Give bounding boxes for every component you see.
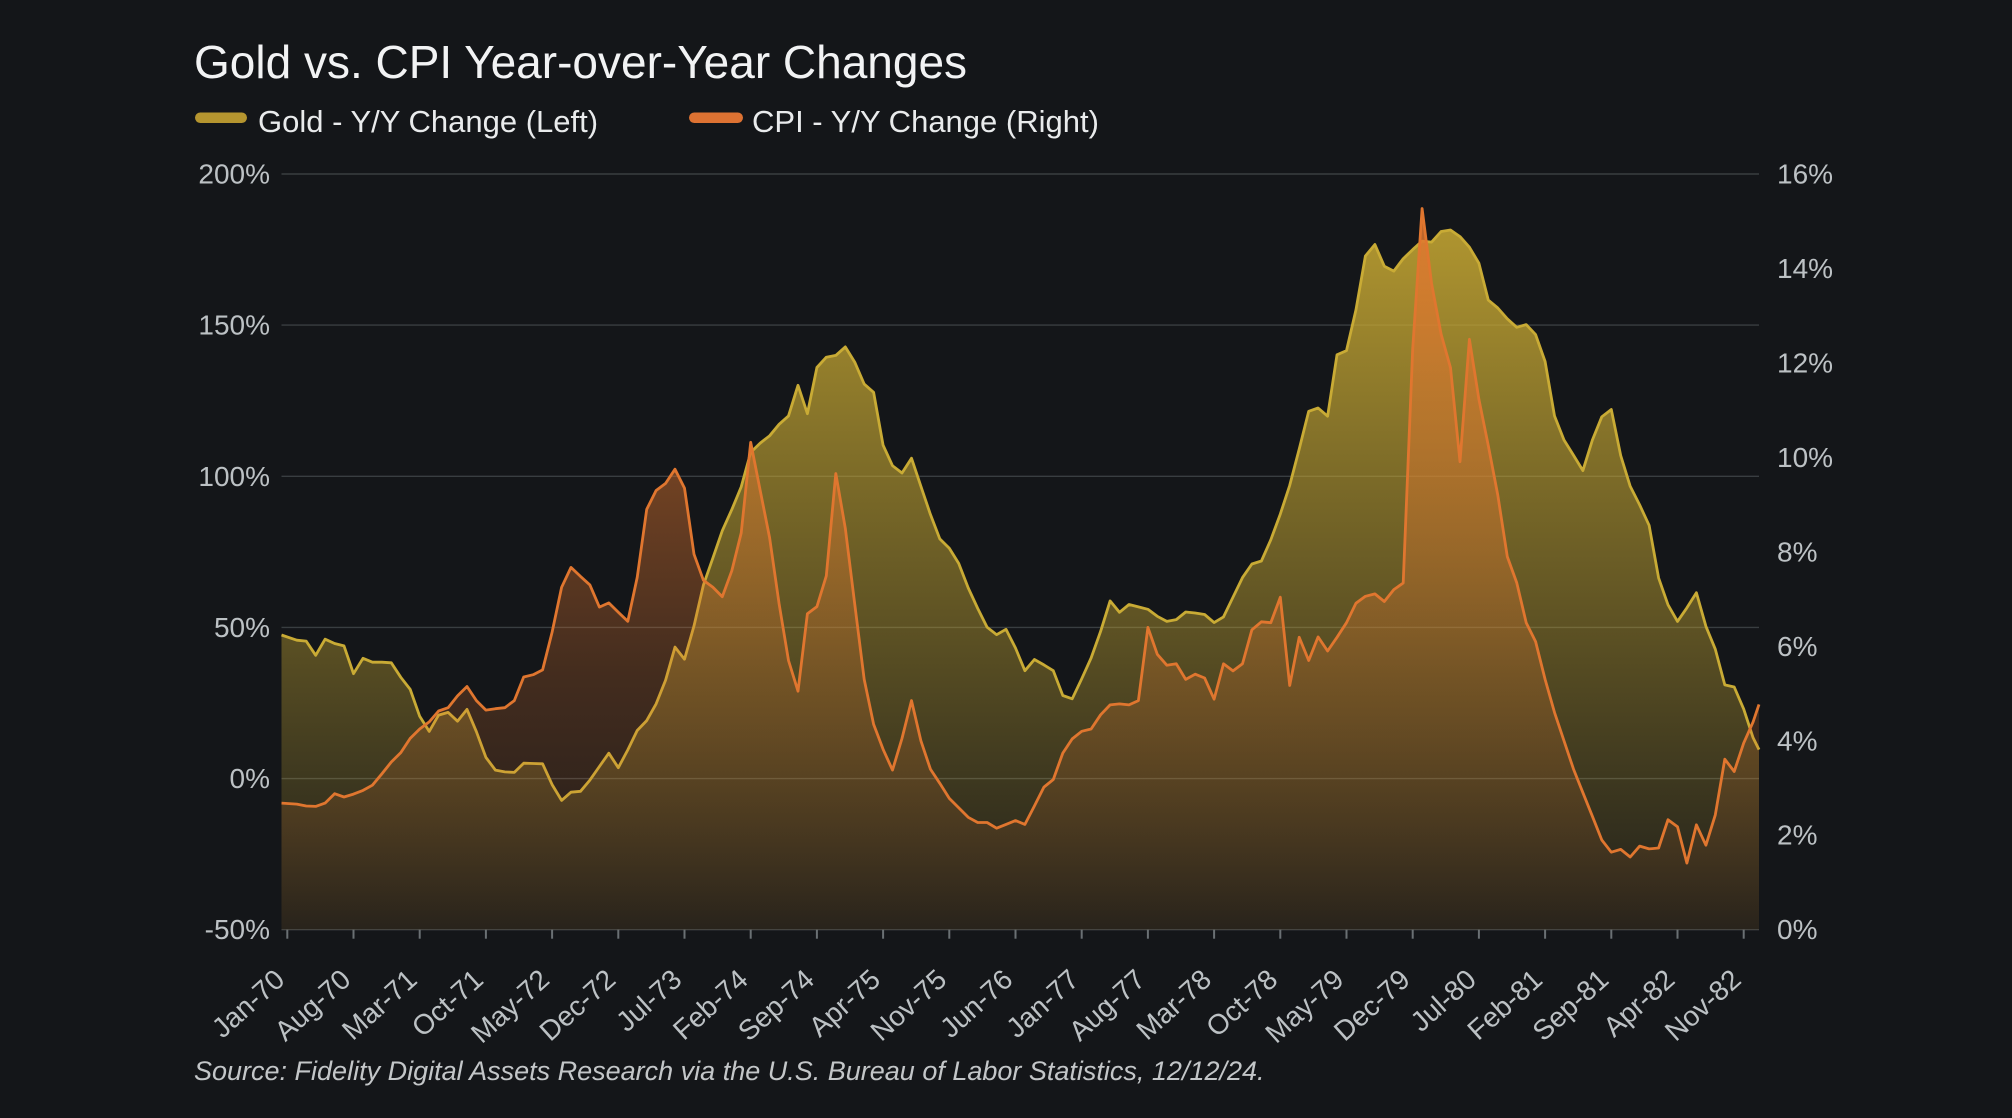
svg-text:0%: 0% xyxy=(230,763,270,794)
svg-text:10%: 10% xyxy=(1777,442,1833,473)
svg-text:Gold - Y/Y Change (Left): Gold - Y/Y Change (Left) xyxy=(258,104,598,139)
svg-text:4%: 4% xyxy=(1777,725,1817,756)
svg-text:6%: 6% xyxy=(1777,631,1817,662)
svg-text:12%: 12% xyxy=(1777,347,1833,378)
svg-text:14%: 14% xyxy=(1777,253,1833,284)
svg-text:100%: 100% xyxy=(198,461,270,492)
svg-text:150%: 150% xyxy=(198,310,270,341)
svg-text:200%: 200% xyxy=(198,159,270,190)
svg-text:Gold vs. CPI Year-over-Year Ch: Gold vs. CPI Year-over-Year Changes xyxy=(194,36,967,88)
svg-text:16%: 16% xyxy=(1777,159,1833,190)
svg-text:2%: 2% xyxy=(1777,820,1817,851)
svg-text:0%: 0% xyxy=(1777,914,1817,945)
svg-text:Source: Fidelity Digital Asset: Source: Fidelity Digital Assets Research… xyxy=(194,1056,1265,1086)
svg-text:-50%: -50% xyxy=(205,914,270,945)
svg-text:8%: 8% xyxy=(1777,536,1817,567)
svg-text:CPI - Y/Y Change (Right): CPI - Y/Y Change (Right) xyxy=(752,104,1099,139)
svg-text:50%: 50% xyxy=(214,612,270,643)
